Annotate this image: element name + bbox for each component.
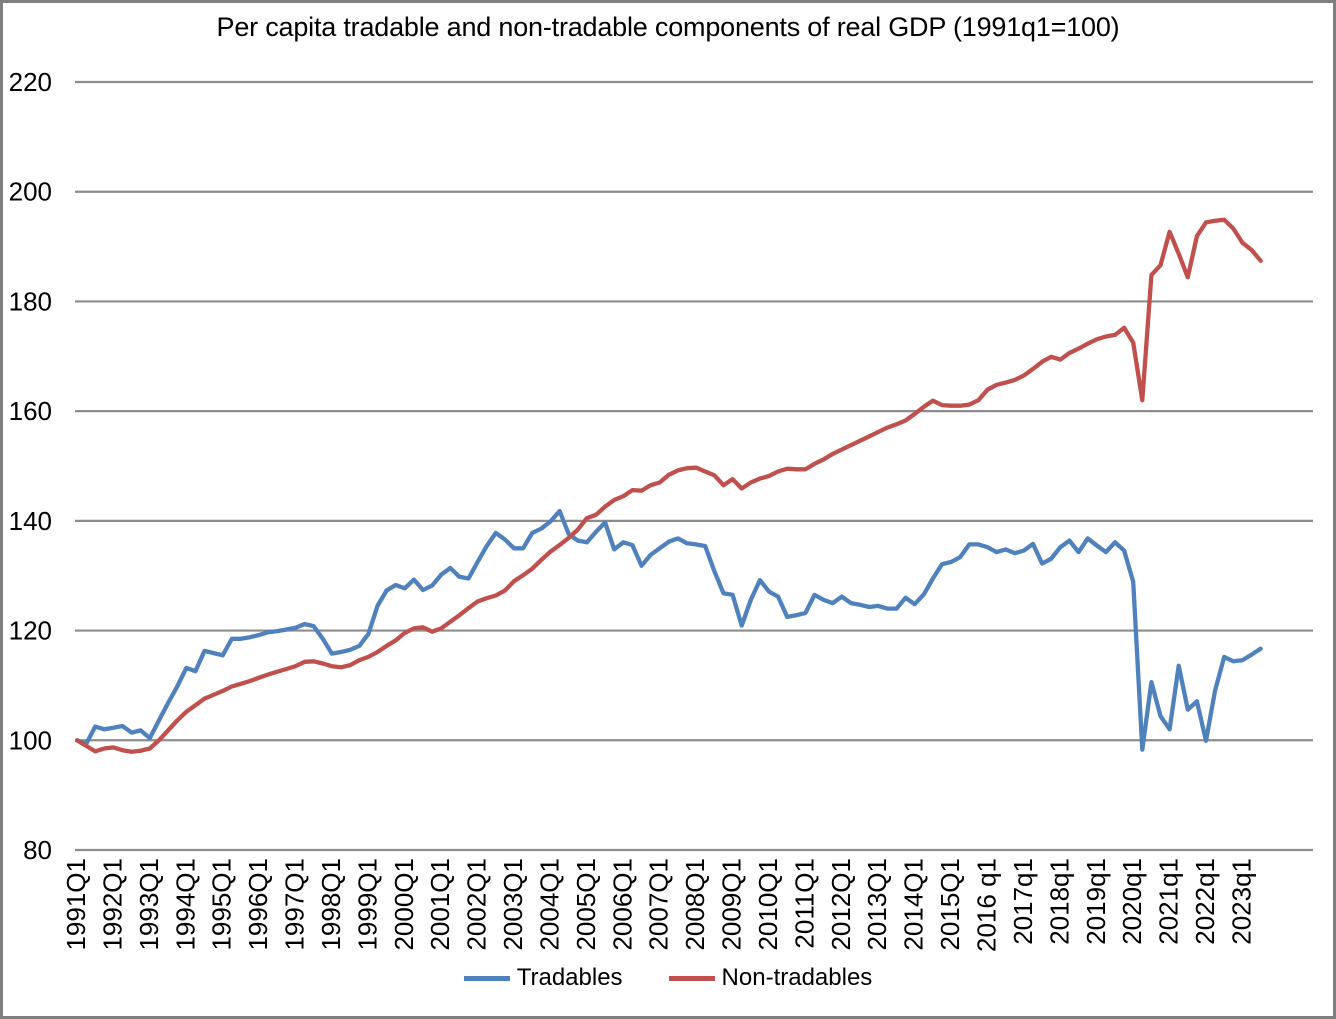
x-axis-tick-label: 2002Q1 [462,858,492,951]
y-axis-tick-label: 100 [9,725,52,755]
y-axis-tick-label: 140 [9,506,52,536]
x-axis-tick-label: 2015Q1 [935,858,965,951]
series-line-non-tradables [74,217,1263,754]
x-axis-tick-label: 1993Q1 [134,858,164,951]
x-axis-tick-label: 1997Q1 [280,858,310,951]
x-axis-tick-label: 2011Q1 [789,858,819,949]
x-axis-tick-label: 2003Q1 [498,858,528,951]
x-axis-tick-label: 1999Q1 [352,858,382,951]
chart-legend: Tradables Non-tradables [0,964,1336,992]
x-axis-tick-label: 2010Q1 [753,858,783,951]
y-axis-tick-label: 180 [9,286,52,316]
x-axis-tick-label: 2012Q1 [826,858,856,951]
x-axis-tick-label: 1996Q1 [243,858,273,951]
legend-line-non-tradables-swatch [668,975,715,981]
x-axis-tick-label: 2014Q1 [899,858,929,951]
x-axis-tick-label: 2020q1 [1117,858,1147,945]
series-line-tradables [74,508,1263,752]
x-axis-tick-label: 2006Q1 [607,858,637,951]
legend-label-tradables: Tradables [516,964,623,991]
x-axis-tick-label: 2021q1 [1154,858,1184,945]
legend-label-non-tradables: Non-tradables [721,964,873,991]
x-axis-tick-label: 1998Q1 [316,858,346,951]
x-axis-tick-label: 2004Q1 [534,858,564,951]
y-axis-tick-label: 80 [23,835,52,865]
y-axis-tick-label: 220 [9,67,52,97]
x-axis-tick-label: 2009Q1 [717,858,747,951]
x-axis-tick-label: 2005Q1 [571,858,601,951]
legend-line-tradables-swatch [463,975,510,981]
x-axis-tick-label: 2018q1 [1044,858,1074,945]
y-axis-tick-label: 120 [9,616,52,646]
x-axis-tick-label: 1991Q1 [61,858,91,951]
y-axis-tick-label: 160 [9,396,52,426]
x-axis-tick-label: 2000Q1 [389,858,419,951]
x-axis-tick-label: 2022q1 [1190,858,1220,945]
x-axis-tick-label: 2008Q1 [680,858,710,951]
x-axis-tick-label: 2007Q1 [644,858,674,951]
x-axis-tick-label: 2001Q1 [425,858,455,951]
chart-title: Per capita tradable and non-tradable com… [216,12,1120,42]
x-axis-tick-label: 2017q1 [1008,858,1038,945]
x-axis-tick-label: 1995Q1 [207,858,237,951]
x-axis-tick-label: 2019q1 [1081,858,1111,945]
y-axis-tick-label: 200 [9,177,52,207]
x-axis-tick-label: 2016 q1 [972,858,1002,952]
x-axis-tick-label: 2023q1 [1226,858,1256,945]
x-axis-tick-label: 2013Q1 [862,858,892,951]
legend-item-tradables: Tradables [463,964,623,992]
legend-item-non-tradables: Non-tradables [668,964,873,992]
x-axis-tick-label: 1992Q1 [97,858,127,951]
x-axis-tick-label: 1994Q1 [170,858,200,951]
